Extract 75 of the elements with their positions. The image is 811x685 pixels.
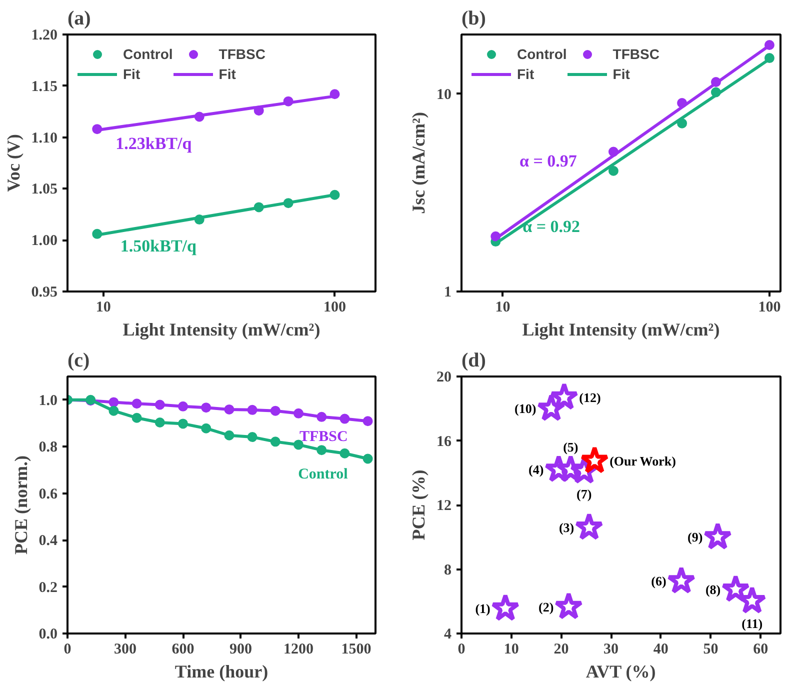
y-tick-label: 1.20 [31,28,58,44]
x-tick-label: 10 [96,300,111,316]
y-axis-title: Voc (V) [3,134,24,192]
y-axis-title: Jsc (mA/cm²) [408,112,428,214]
annotation: (8) [705,582,721,597]
annotation: (Our Work) [610,453,676,468]
y-tick-label: 1.10 [31,130,58,146]
series-label: TFBSC [299,429,348,446]
y-tick-label: 12 [436,498,452,514]
legend-label: Fit [612,66,631,82]
chart-title: (d) [462,350,486,372]
annotation: 1.23kBT/q [116,134,192,153]
series-label: Control [298,466,348,483]
annotation: α = 0.92 [522,217,580,236]
x-axis-title: AVT (%) [586,662,656,682]
x-axis-title: Time (hour) [174,662,268,682]
x-tick-label: 20 [554,642,569,658]
chart-title: (c) [68,350,90,372]
x-tick-label: 0 [458,642,466,658]
x-tick-label: 100 [758,300,781,316]
annotation: (2) [538,599,554,614]
annotation: (9) [688,530,703,545]
annotation: α = 0.97 [519,151,578,170]
y-axis-title: PCE (norm.) [10,456,31,554]
y-tick-label: 0.8 [38,440,58,456]
y-tick-label: 1.05 [31,182,58,198]
x-tick-label: 10 [504,642,519,658]
x-tick-label: 0 [64,642,72,658]
y-tick-label: 1.0 [38,392,58,409]
x-tick-label: 40 [653,642,668,658]
x-axis-title: Light Intensity (mW/cm²) [522,320,720,340]
y-tick-label: 16 [436,434,452,450]
legend-label: Fit [123,66,142,82]
annotation: (7) [576,486,592,502]
chart-title: (a) [68,8,91,30]
annotation: (4) [528,462,544,478]
x-tick-label: 10 [495,300,510,316]
legend-label: TFBSC [612,46,660,62]
legend-label: Control [517,46,567,62]
x-tick-label: 300 [114,642,136,658]
y-tick-label: 0.6 [38,486,58,502]
x-tick-label: 900 [230,642,252,658]
y-tick-label: 1.15 [31,78,58,95]
legend-label: TFBSC [218,46,266,62]
annotation: (5) [563,440,578,455]
y-tick-label: 0.95 [31,284,58,300]
annotation: (12) [579,390,601,405]
x-tick-label: 100 [324,300,346,316]
annotation: (10) [514,401,536,416]
annotation: (1) [475,600,490,616]
annotation: (3) [558,520,574,535]
annotation: (6) [651,574,666,589]
x-tick-label: 50 [703,642,718,658]
legend-label: Control [123,46,173,62]
x-tick-label: 30 [604,642,619,658]
y-axis-title: PCE (%) [408,470,428,540]
annotation: 1.50kBT/q [120,236,198,256]
y-tick-label: 20 [436,370,452,386]
x-axis-title: Light Intensity (mW/cm²) [122,320,320,340]
chart-title: (b) [462,8,486,30]
y-tick-label: 0.2 [38,580,58,596]
y-tick-label: 0.4 [38,533,58,550]
x-tick-label: 600 [172,642,194,658]
x-tick-label: 1500 [341,642,372,658]
legend-label: Fit [517,66,536,82]
y-tick-label: 1.00 [31,233,58,250]
y-tick-label: 1 [444,284,452,300]
y-tick-label: 4 [444,626,452,642]
y-tick-label: 0.0 [38,626,58,642]
x-tick-label: 60 [753,642,768,658]
y-tick-label: 10 [436,86,452,103]
annotation: (11) [742,616,763,632]
x-tick-label: 1200 [284,642,314,658]
legend-label: Fit [218,66,237,82]
y-tick-label: 8 [444,562,452,578]
